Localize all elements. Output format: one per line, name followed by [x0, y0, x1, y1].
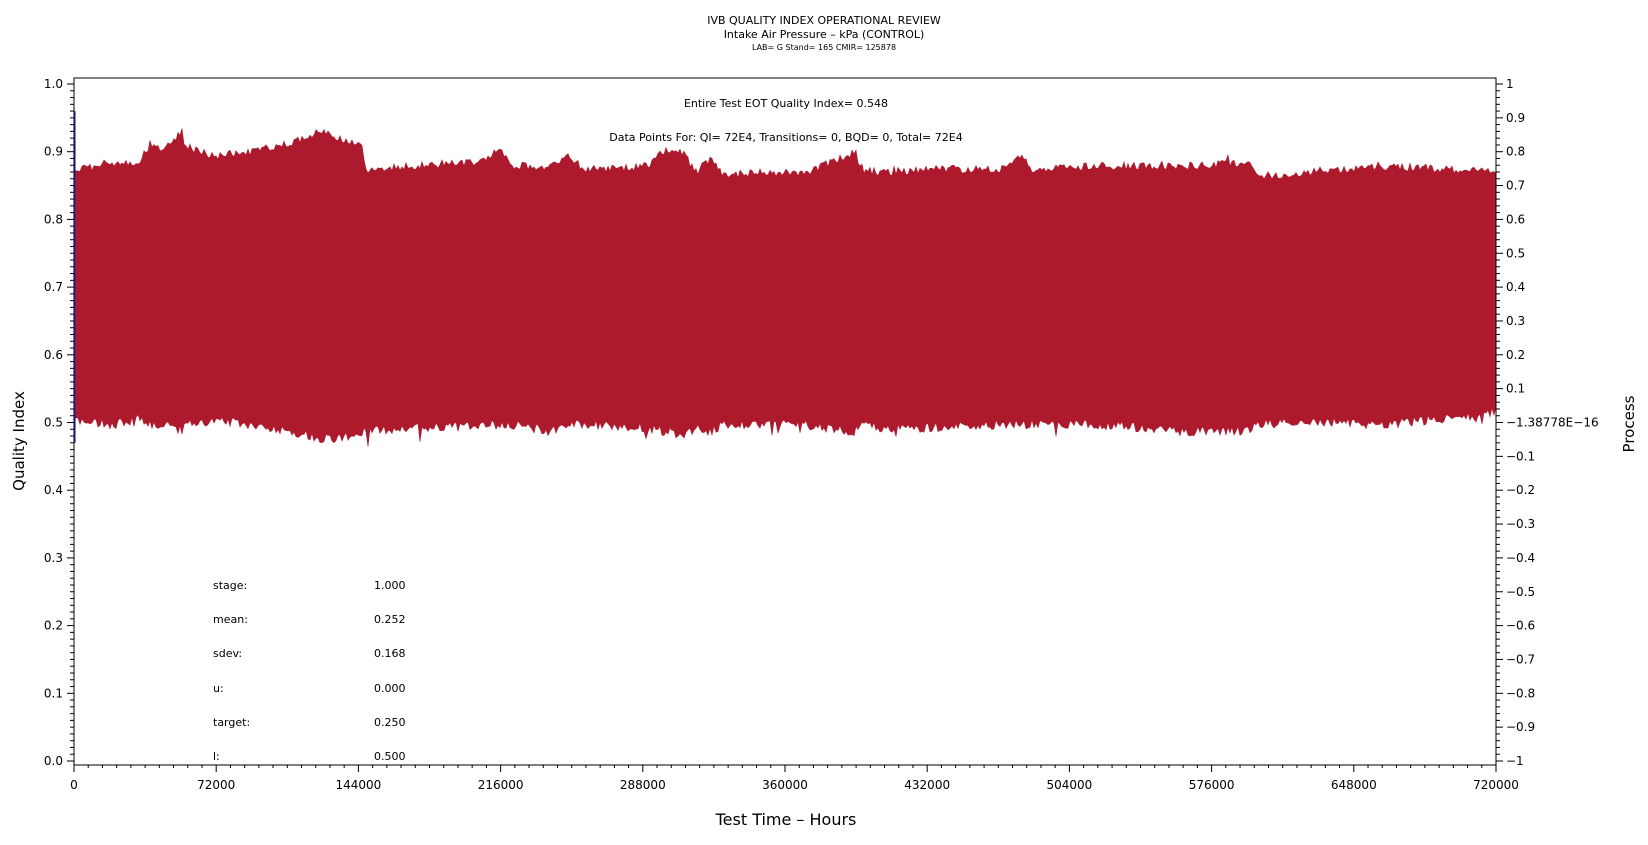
- x-tick-label: 648000: [1331, 778, 1377, 792]
- y2-tick-label: −0.8: [1506, 686, 1535, 700]
- lab-info: LAB= G Stand= 165 CMIR= 125878: [751, 43, 897, 52]
- y2-tick-label: 0.3: [1506, 314, 1525, 328]
- stat-label: target:: [213, 716, 250, 729]
- y-tick-label: 0.3: [44, 551, 63, 565]
- x-tick-label: 360000: [762, 778, 808, 792]
- y2-tick-label: 0.1: [1506, 382, 1525, 396]
- stat-value: 0.000: [374, 682, 406, 695]
- eot-annotation: Entire Test EOT Quality Index= 0.548: [684, 97, 888, 110]
- x-tick-label: 504000: [1046, 778, 1092, 792]
- y-tick-label: 0.7: [44, 280, 63, 294]
- y2-tick-label: −1.38778E−16: [1506, 416, 1599, 430]
- stat-label: mean:: [213, 613, 248, 626]
- y-tick-label: 0.2: [44, 619, 63, 633]
- y2-tick-label: 0.8: [1506, 145, 1525, 159]
- y2-tick-label: 0.7: [1506, 179, 1525, 193]
- y2-tick-label: −0.7: [1506, 652, 1535, 666]
- y-tick-label: 0.9: [44, 145, 63, 159]
- x-tick-label: 288000: [620, 778, 666, 792]
- y2-tick-label: −0.1: [1506, 449, 1535, 463]
- stat-label: sdev:: [213, 647, 242, 660]
- data-points-annotation: Data Points For: QI= 72E4, Transitions= …: [609, 131, 962, 144]
- x-axis-title: Test Time – Hours: [715, 810, 857, 829]
- y-tick-label: 0.6: [44, 348, 63, 362]
- stat-label: stage:: [213, 579, 247, 592]
- y-tick-label: 0.0: [44, 754, 63, 768]
- y2-tick-label: −0.5: [1506, 585, 1535, 599]
- stat-value: 0.168: [374, 647, 406, 660]
- y-tick-label: 0.5: [44, 416, 63, 430]
- y2-tick-label: 0.2: [1506, 348, 1525, 362]
- x-tick-label: 144000: [335, 778, 381, 792]
- stat-value: 0.252: [374, 613, 406, 626]
- x-tick-label: 720000: [1473, 778, 1519, 792]
- x-tick-label: 216000: [478, 778, 524, 792]
- y-axis-title: Quality Index: [10, 391, 28, 491]
- y2-tick-label: 0.6: [1506, 212, 1525, 226]
- x-tick-label: 72000: [197, 778, 235, 792]
- stat-value: 0.250: [374, 716, 406, 729]
- y2-tick-label: 0.9: [1506, 111, 1525, 125]
- y2-tick-label: 0.5: [1506, 246, 1525, 260]
- y-tick-label: 1.0: [44, 77, 63, 91]
- y2-tick-label: −1: [1506, 754, 1524, 768]
- chart-title: IVB QUALITY INDEX OPERATIONAL REVIEW: [707, 14, 941, 27]
- y2-tick-label: 0.4: [1506, 280, 1525, 294]
- x-tick-label: 576000: [1189, 778, 1235, 792]
- stat-label: u:: [213, 682, 224, 695]
- y2-tick-label: −0.2: [1506, 483, 1535, 497]
- y2-tick-label: −0.4: [1506, 551, 1535, 565]
- y-tick-label: 0.8: [44, 212, 63, 226]
- quality-index-trace: [73, 128, 1497, 447]
- chart-subtitle: Intake Air Pressure – kPa (CONTROL): [723, 28, 925, 41]
- stat-value: 1.000: [374, 579, 406, 592]
- x-tick-label: 432000: [904, 778, 950, 792]
- y-tick-label: 0.4: [44, 483, 63, 497]
- stat-value: 0.500: [374, 750, 406, 763]
- y2-tick-label: −0.9: [1506, 720, 1535, 734]
- y2-tick-label: −0.6: [1506, 619, 1535, 633]
- y2-tick-label: −0.3: [1506, 517, 1535, 531]
- stat-label: l:: [213, 750, 220, 763]
- x-tick-label: 0: [70, 778, 78, 792]
- y-tick-label: 0.1: [44, 686, 63, 700]
- y2-tick-label: 1: [1506, 77, 1514, 91]
- y2-axis-title: Process: [1620, 395, 1638, 452]
